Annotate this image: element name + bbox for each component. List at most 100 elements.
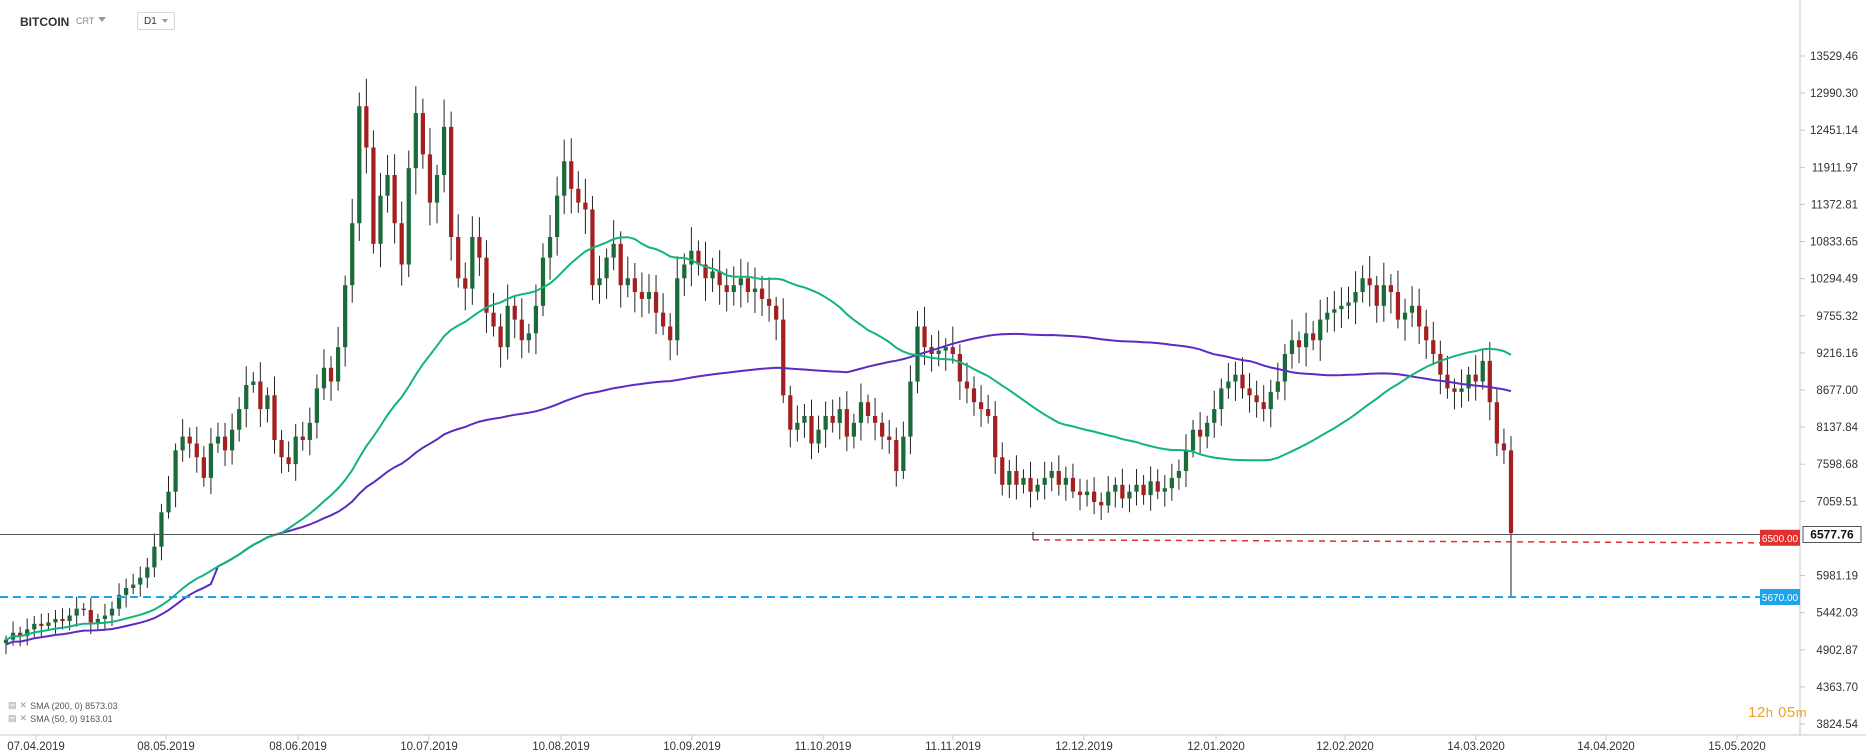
candle-body xyxy=(1501,443,1507,451)
candle-body xyxy=(378,195,383,244)
candle-body xyxy=(880,422,885,437)
candle-body xyxy=(646,292,652,299)
candle-body xyxy=(653,292,659,313)
candle-body xyxy=(350,223,355,286)
candle-body xyxy=(314,388,320,423)
candle-body xyxy=(237,409,242,430)
candle-body xyxy=(441,126,447,176)
current-price-tag: 6577.76 xyxy=(1810,527,1854,541)
candle-body xyxy=(908,381,913,437)
chart-type-label[interactable]: CRT xyxy=(76,16,95,26)
candle-body xyxy=(343,285,348,348)
candle-body xyxy=(1035,484,1040,492)
candle-body xyxy=(837,409,842,423)
candle-body xyxy=(1339,305,1344,310)
candle-body xyxy=(971,388,977,403)
x-tick-label: 10.08.2019 xyxy=(532,741,590,753)
timer-minutes: 05 xyxy=(1778,704,1796,721)
candle-body xyxy=(993,415,998,458)
candle-body xyxy=(957,354,962,382)
candle-body xyxy=(547,236,553,258)
candle-body xyxy=(1381,285,1386,306)
candle-body xyxy=(625,278,630,286)
candle-body xyxy=(632,278,637,293)
candle-body xyxy=(759,288,765,299)
candle-body xyxy=(1077,491,1083,496)
candle-body xyxy=(463,278,468,289)
candle-body xyxy=(102,615,108,620)
candle-body xyxy=(1459,388,1464,392)
timer-hours-unit: h xyxy=(1765,705,1774,720)
candle-body xyxy=(1084,491,1090,496)
candle-body xyxy=(569,161,574,189)
candle-body xyxy=(894,440,899,472)
candle-body xyxy=(978,402,984,410)
candle-body xyxy=(477,236,482,258)
legend-sma200: ▤ ✕ SMA (200, 0) 8573.03 xyxy=(8,700,118,711)
candle-body xyxy=(406,168,411,265)
candle-body xyxy=(1127,491,1132,499)
settings-icon[interactable]: ▤ xyxy=(8,700,17,710)
candle-body xyxy=(95,619,100,623)
candle-body xyxy=(1360,278,1365,293)
candle-body xyxy=(774,305,779,320)
y-tick-label: 9216.16 xyxy=(1816,348,1858,360)
candle-body xyxy=(194,443,199,458)
candle-body xyxy=(675,278,680,341)
candle-body xyxy=(131,584,136,589)
candle-body xyxy=(611,243,616,258)
candle-body xyxy=(222,436,228,451)
candle-body xyxy=(173,450,178,492)
candle-body xyxy=(1014,471,1019,485)
candle-body xyxy=(1473,374,1478,382)
candle-body xyxy=(604,257,609,279)
close-icon[interactable]: ✕ xyxy=(19,700,28,710)
candle-body xyxy=(526,333,531,341)
candle-body xyxy=(1254,395,1259,403)
candle-body xyxy=(279,440,284,458)
red-level-tag-bg xyxy=(1760,529,1800,546)
close-icon[interactable]: ✕ xyxy=(19,713,28,723)
candle-body xyxy=(32,623,37,630)
blue-level-tag-bg xyxy=(1760,588,1800,605)
candle-body xyxy=(1197,429,1203,437)
x-tick-label: 08.05.2019 xyxy=(137,741,195,753)
candle-body xyxy=(1402,312,1408,320)
x-tick-label: 10.09.2019 xyxy=(663,741,721,753)
candle-body xyxy=(1240,374,1245,389)
settings-icon[interactable]: ▤ xyxy=(8,713,17,723)
candle-body xyxy=(392,175,397,224)
y-tick-label: 4902.87 xyxy=(1816,645,1858,657)
candle-body xyxy=(689,250,694,265)
candle-body xyxy=(81,608,86,611)
candle-body xyxy=(1183,450,1189,472)
candle-body xyxy=(823,415,828,430)
candle-body xyxy=(335,347,341,382)
candle-body xyxy=(258,381,263,410)
symbol-label[interactable]: BITCOIN xyxy=(20,15,70,29)
x-tick-label: 12.02.2020 xyxy=(1316,741,1374,753)
candle-body xyxy=(1000,457,1005,485)
candle-body xyxy=(208,443,214,478)
y-tick-label: 3824.54 xyxy=(1816,719,1858,731)
candle-body xyxy=(456,236,461,279)
candle-body xyxy=(321,367,327,389)
candle-body xyxy=(39,623,44,626)
candle-body xyxy=(872,415,878,423)
timeframe-select[interactable]: D1 xyxy=(137,12,175,30)
blue-level-tag: 5670.00 xyxy=(1762,593,1799,604)
candle-body xyxy=(1092,491,1097,502)
candle-body xyxy=(328,367,334,382)
candle-body xyxy=(887,436,892,441)
chevron-down-icon[interactable] xyxy=(98,17,106,22)
x-tick-label: 12.12.2019 xyxy=(1055,741,1113,753)
candle-body xyxy=(1424,326,1429,341)
candle-body xyxy=(738,278,743,286)
candle-body xyxy=(1431,340,1436,355)
candle-body xyxy=(724,285,729,293)
timer-minutes-unit: m xyxy=(1795,705,1808,720)
candle-body xyxy=(1169,477,1174,489)
candle-body xyxy=(865,402,871,416)
x-tick-label: 10.07.2019 xyxy=(400,741,458,753)
